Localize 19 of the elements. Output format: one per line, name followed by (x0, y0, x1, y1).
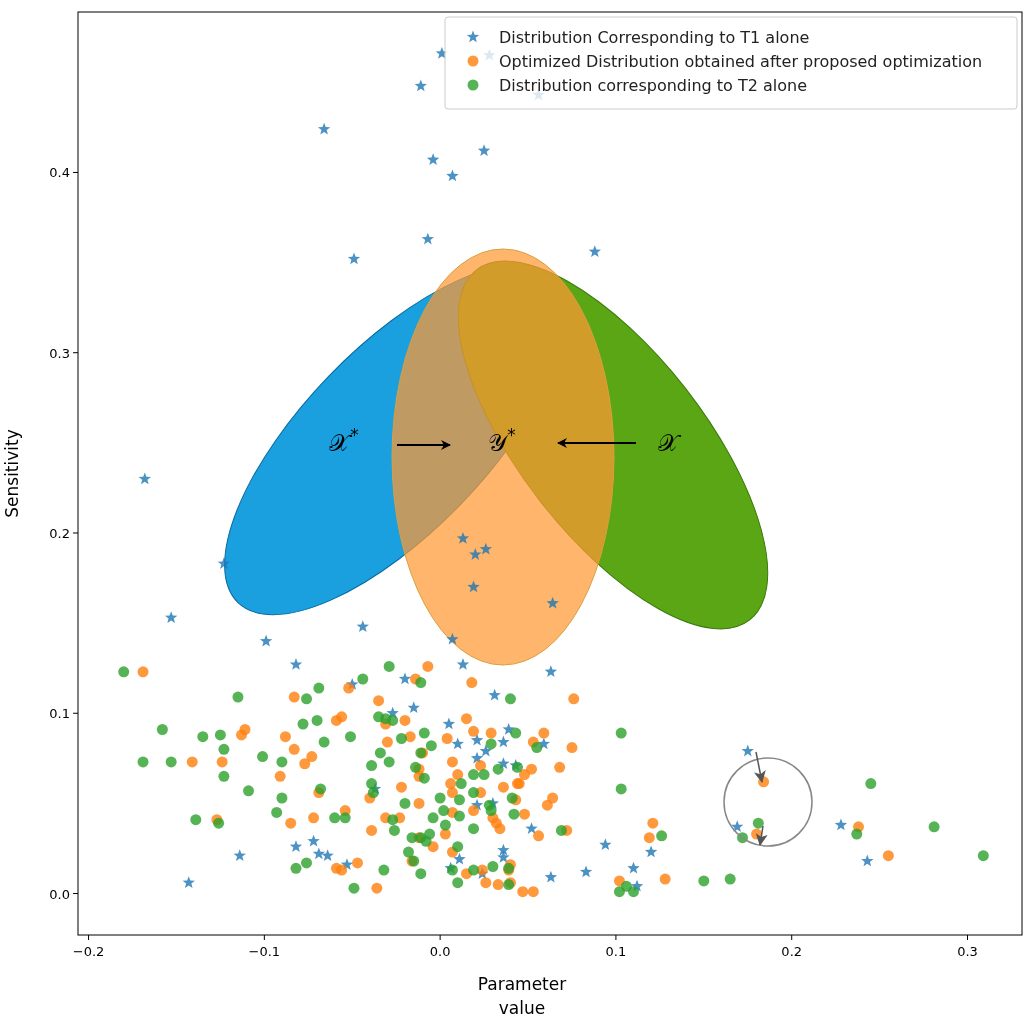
x-tick-label: 0.2 (781, 944, 803, 959)
y-tick-label: 0.2 (49, 525, 70, 541)
x-tick-label: −0.2 (72, 944, 105, 959)
y-tick-label: 0.4 (49, 165, 70, 181)
x-tick-label: 0.0 (429, 944, 451, 959)
annotation: 𝒳$^{*}$ (329, 425, 359, 457)
legend-label: Optimized Distribution obtained after proposed optimization (499, 52, 983, 71)
legend-label: Distribution Corresponding to T1 alone (499, 28, 810, 47)
y-axis-title: Sensitivity (2, 429, 22, 518)
y-tick-label: 0.1 (49, 706, 70, 722)
x-tick-label: 0.1 (605, 944, 627, 959)
legend-label: Distribution corresponding to T2 alone (499, 76, 807, 95)
x-axis-title: Parameter value (477, 974, 567, 1018)
x-tick-label: 0.3 (957, 944, 978, 959)
annotation: 𝒳 (657, 429, 682, 457)
annotation: 𝒴$^{*}$ (488, 425, 516, 457)
y-tick-label: 0.0 (49, 886, 70, 902)
x-tick-label: −0.1 (248, 944, 281, 959)
y-tick-label: 0.3 (49, 345, 70, 361)
